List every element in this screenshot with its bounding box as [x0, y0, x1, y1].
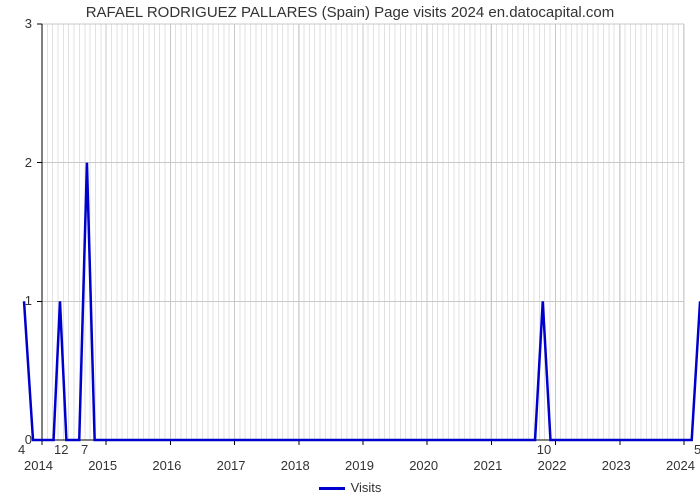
x-tick-label: 2021	[473, 458, 502, 473]
secondary-x-label: 7	[81, 442, 88, 457]
chart-frame: RAFAEL RODRIGUEZ PALLARES (Spain) Page v…	[0, 0, 700, 500]
x-tick-label: 2019	[345, 458, 374, 473]
plot-area	[42, 24, 684, 440]
secondary-x-label: 10	[537, 442, 551, 457]
x-tick-label: 2020	[409, 458, 438, 473]
x-tick-label: 2024	[666, 458, 695, 473]
x-tick-label: 2015	[88, 458, 117, 473]
x-tick-label: 2022	[538, 458, 567, 473]
legend: Visits	[0, 480, 700, 495]
y-tick-label: 2	[12, 155, 32, 170]
y-tick-label: 1	[12, 293, 32, 308]
x-tick-label: 2014	[24, 458, 53, 473]
secondary-x-label: 5	[694, 442, 700, 457]
line-chart-svg	[42, 24, 700, 440]
x-tick-label: 2017	[217, 458, 246, 473]
x-tick-label: 2023	[602, 458, 631, 473]
chart-title: RAFAEL RODRIGUEZ PALLARES (Spain) Page v…	[0, 4, 700, 21]
x-tick-label: 2016	[152, 458, 181, 473]
legend-label: Visits	[351, 480, 382, 495]
secondary-x-label: 12	[54, 442, 68, 457]
y-tick-label: 3	[12, 16, 32, 31]
x-tick-label: 2018	[281, 458, 310, 473]
legend-swatch	[319, 487, 345, 490]
secondary-x-label: 4	[18, 442, 25, 457]
